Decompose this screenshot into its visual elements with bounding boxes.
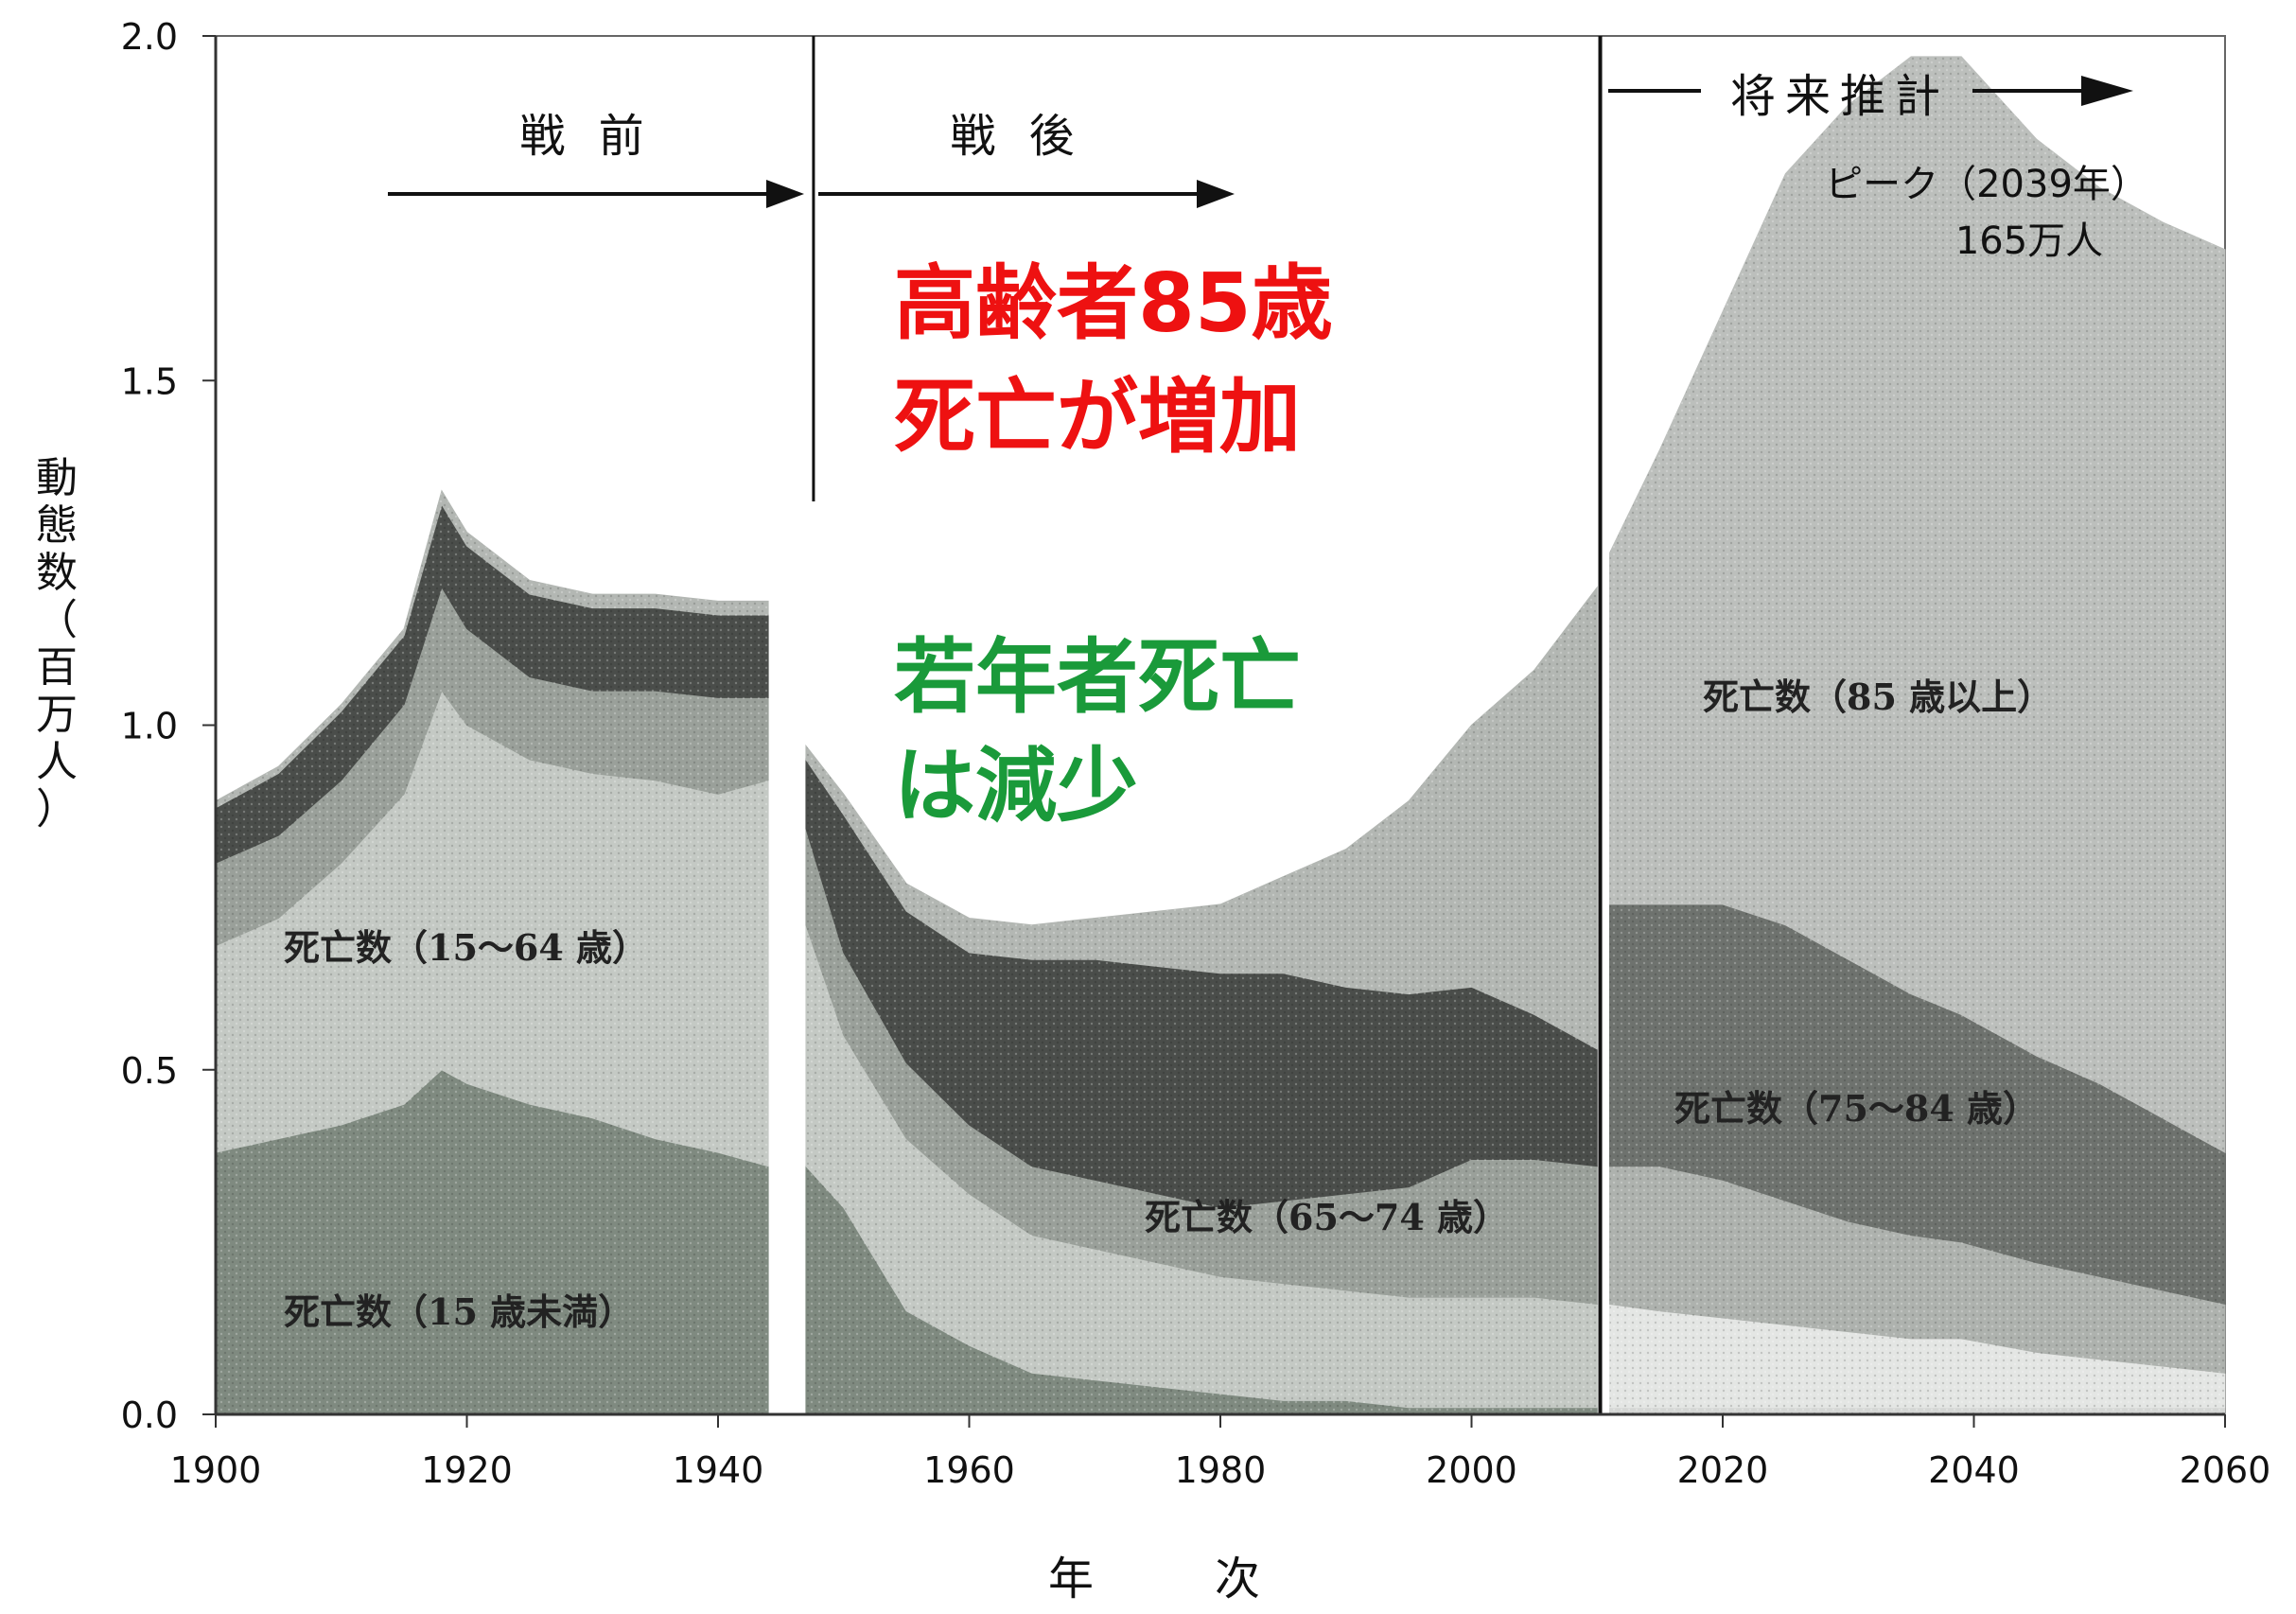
label-age75-84: 死亡数（75～84 歳）: [1674, 1087, 2039, 1130]
y-axis-label-char: （: [36, 596, 78, 644]
label-age15-64: 死亡数（15～64 歳）: [284, 926, 648, 969]
x-tick-2040: 2040: [1928, 1449, 2020, 1491]
x-tick-2000: 2000: [1426, 1449, 1517, 1491]
highlight-green-line-1: 若年者死亡: [894, 630, 1301, 725]
series-labels: 死亡数（15～64 歳） 死亡数（15 歳未満） 死亡数（65～74 歳） 死亡…: [284, 675, 2053, 1333]
label-age85plus: 死亡数（85 歳以上）: [1703, 675, 2053, 718]
peak-annotation: ピーク（2039年） 165万人: [1825, 163, 2148, 263]
x-tick-1960: 1960: [923, 1449, 1015, 1491]
x-tick-1980: 1980: [1175, 1449, 1267, 1491]
projection-arrowhead: [2081, 76, 2133, 106]
texture-age85plus-seg1: [216, 490, 769, 808]
y-axis-label-char: 態: [36, 501, 78, 550]
texture-age75-84-seg2: [805, 759, 1598, 1208]
y-axis-label-char: 人: [36, 738, 78, 786]
texture-age85plus-seg2: [805, 587, 1598, 1049]
y-axis-label-char: 動: [36, 454, 78, 502]
era-labels: 戦 前 戦 後 将来推計: [519, 70, 1950, 163]
y-axis-label: 動態数（百万人）: [36, 454, 78, 833]
label-under15: 死亡数（15 歳未満）: [284, 1290, 634, 1333]
y-axis-label-char: 百: [36, 643, 78, 692]
x-tick-1940: 1940: [673, 1449, 764, 1491]
texture-age85plus-seg3: [1609, 56, 2225, 1153]
texture-age75-84-seg1: [216, 504, 769, 864]
highlight-green-line-2: は減少: [894, 739, 1138, 833]
texture-age65-74-seg3: [1609, 1166, 2225, 1374]
texture-age15-64-seg3: [1609, 1304, 2225, 1408]
x-tick-1900: 1900: [170, 1449, 262, 1491]
peak-line-2: 165万人: [1955, 219, 2103, 263]
x-axis-label: 年 次: [1048, 1553, 1298, 1605]
x-tick-2060: 2060: [2180, 1449, 2271, 1491]
highlight-red-line-1: 高齢者85歳: [894, 256, 1333, 351]
prewar-arrowhead: [766, 180, 804, 208]
peak-line-1: ピーク（2039年）: [1825, 163, 2148, 206]
texture-under15-seg1: [216, 1069, 769, 1414]
y-tick-0.5: 0.5: [121, 1050, 178, 1092]
y-tick-2.0: 2.0: [121, 16, 178, 58]
era-arrows: [388, 76, 2133, 208]
x-tick-1920: 1920: [421, 1449, 513, 1491]
texture-age65-74-seg1: [216, 587, 769, 946]
y-axis-label-char: 万: [36, 691, 78, 739]
x-tick-2020: 2020: [1677, 1449, 1769, 1491]
texture-under15-seg2: [805, 1166, 1598, 1414]
area-texture: [216, 56, 2225, 1414]
texture-age15-64-seg1: [216, 691, 769, 1167]
highlight-young: 若年者死亡 は減少: [894, 630, 1301, 833]
y-tick-1.0: 1.0: [121, 706, 178, 747]
y-axis-label-char: 数: [36, 549, 78, 597]
highlight-elderly: 高齢者85歳 死亡が増加: [894, 256, 1333, 465]
postwar-arrowhead: [1197, 180, 1235, 208]
projection-label: 将来推計: [1730, 70, 1950, 123]
postwar-label: 戦 後: [950, 110, 1083, 163]
x-axis-ticks: 1900 1920 1940 1960 1980 2000 2020 2040 2060: [170, 1414, 2271, 1491]
highlight-red-line-2: 死亡が増加: [894, 370, 1301, 465]
y-tick-0.0: 0.0: [121, 1395, 178, 1436]
y-tick-1.5: 1.5: [121, 360, 178, 402]
texture-age75-84-seg3: [1609, 903, 2225, 1305]
texture-under15-seg3: [1609, 1407, 2225, 1414]
label-age65-74: 死亡数（65～74 歳）: [1145, 1196, 1509, 1238]
y-axis-ticks: 0.0 0.5 1.0 1.5 2.0: [121, 16, 216, 1436]
prewar-label: 戦 前: [519, 110, 653, 163]
texture-age15-64-seg2: [805, 924, 1598, 1408]
y-axis-label-char: ）: [36, 785, 78, 833]
texture-age65-74-seg2: [805, 828, 1598, 1305]
era-dividers: [812, 36, 1603, 1414]
